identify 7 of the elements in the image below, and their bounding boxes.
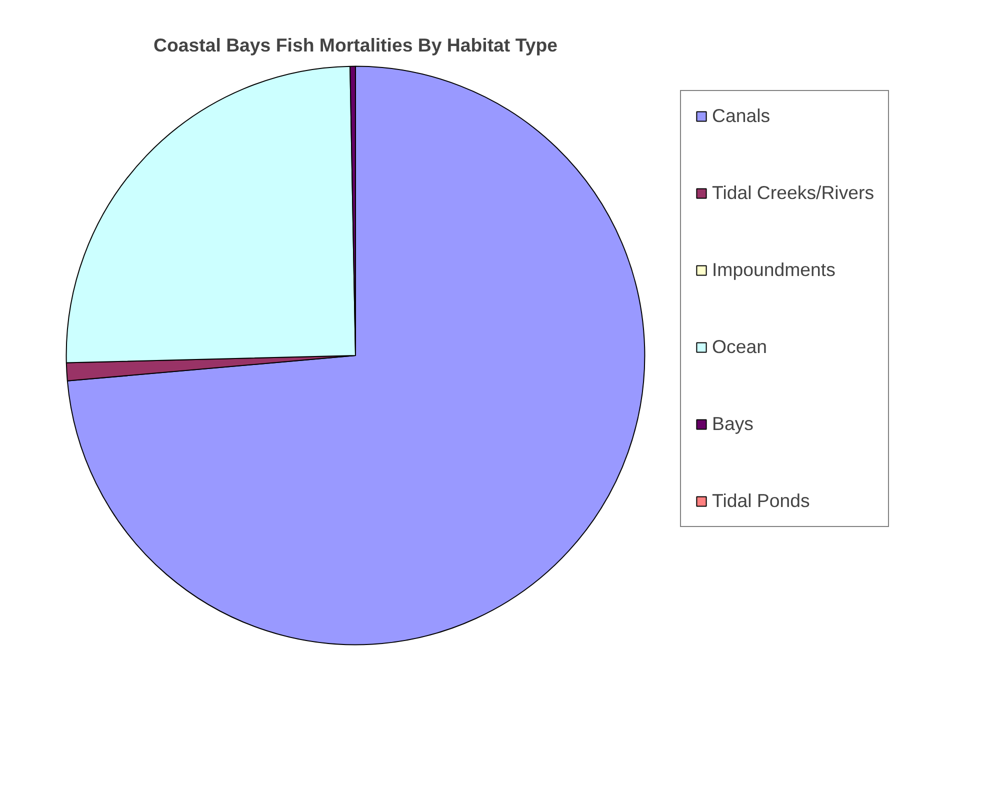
legend-label: Ocean — [712, 336, 767, 358]
chart-title: Coastal Bays Fish Mortalities By Habitat Type — [154, 34, 558, 56]
legend-label: Impoundments — [712, 259, 836, 281]
legend-label: Bays — [712, 413, 754, 435]
legend-label: Tidal Creeks/Rivers — [712, 182, 874, 204]
legend-label: Canals — [712, 105, 770, 127]
legend-label: Tidal Ponds — [712, 490, 810, 512]
